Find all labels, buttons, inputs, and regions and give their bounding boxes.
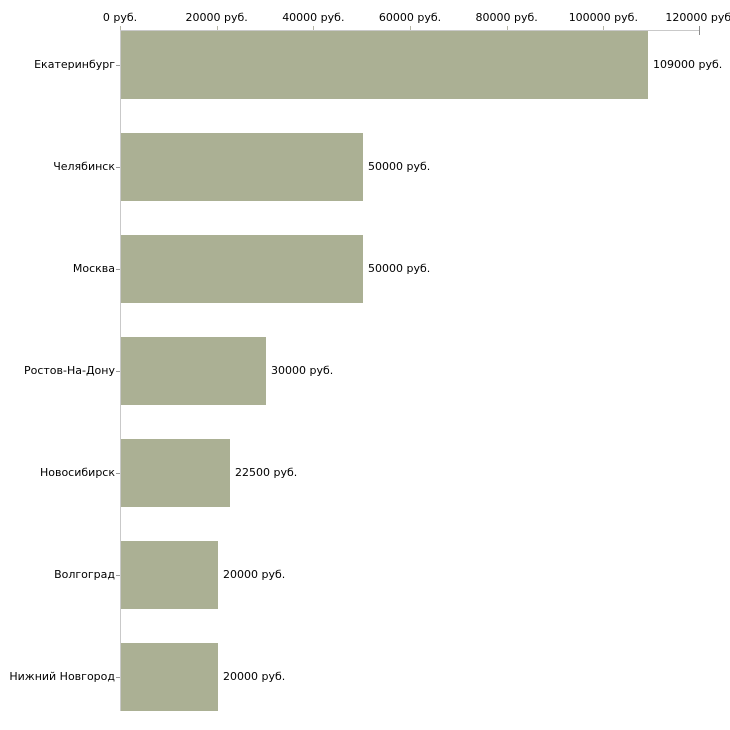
x-tick-mark bbox=[313, 26, 314, 30]
x-tick-mark bbox=[603, 26, 604, 30]
y-axis-line bbox=[120, 30, 121, 711]
category-tick bbox=[116, 269, 120, 270]
category-label: Челябинск bbox=[53, 160, 115, 173]
category-tick bbox=[116, 371, 120, 372]
bar bbox=[121, 31, 648, 99]
x-tick-mark bbox=[120, 26, 121, 30]
value-label: 30000 руб. bbox=[271, 364, 334, 377]
category-tick bbox=[116, 65, 120, 66]
x-tick-label: 120000 руб. bbox=[665, 11, 730, 24]
x-tick-label: 100000 руб. bbox=[568, 11, 638, 24]
value-label: 20000 руб. bbox=[223, 568, 286, 581]
bar bbox=[121, 439, 230, 507]
value-label: 50000 руб. bbox=[368, 160, 431, 173]
x-tick-label: 80000 руб. bbox=[475, 11, 538, 24]
bar bbox=[121, 133, 363, 201]
category-label: Волгоград bbox=[54, 568, 115, 581]
x-tick-label: 60000 руб. bbox=[378, 11, 442, 24]
category-label: Нижний Новгород bbox=[9, 670, 115, 683]
x-tick-mark bbox=[507, 26, 508, 30]
x-tick-mark bbox=[699, 26, 700, 35]
x-tick-label: 0 руб. bbox=[102, 11, 138, 24]
value-label: 109000 руб. bbox=[653, 58, 723, 71]
value-label: 20000 руб. bbox=[223, 670, 286, 683]
category-tick bbox=[116, 167, 120, 168]
category-label: Ростов-На-Дону bbox=[23, 364, 115, 377]
x-axis-line bbox=[120, 30, 700, 31]
category-tick bbox=[116, 473, 120, 474]
bar bbox=[121, 541, 218, 609]
bar bbox=[121, 235, 363, 303]
category-label: Екатеринбург bbox=[34, 58, 115, 71]
value-label: 50000 руб. bbox=[368, 262, 431, 275]
category-tick bbox=[116, 677, 120, 678]
category-label: Новосибирск bbox=[39, 466, 115, 479]
category-tick bbox=[116, 575, 120, 576]
bar bbox=[121, 643, 218, 711]
x-tick-mark bbox=[217, 26, 218, 30]
category-label: Москва bbox=[72, 262, 115, 275]
bar bbox=[121, 337, 266, 405]
x-tick-label: 20000 руб. bbox=[185, 11, 248, 24]
x-tick-mark bbox=[410, 26, 411, 30]
x-tick-label: 40000 руб. bbox=[282, 11, 345, 24]
value-label: 22500 руб. bbox=[235, 466, 298, 479]
